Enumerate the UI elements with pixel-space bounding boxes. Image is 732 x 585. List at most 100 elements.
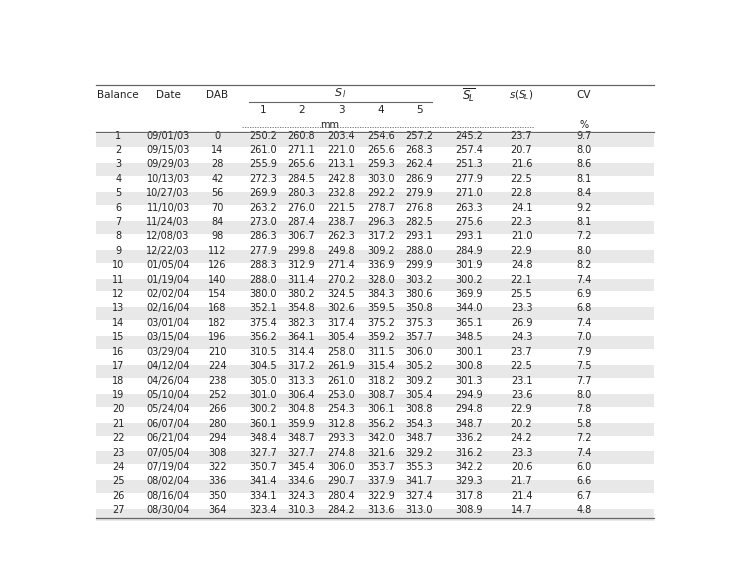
Text: 196: 196 — [208, 332, 227, 342]
Text: 329.2: 329.2 — [406, 448, 433, 457]
Text: 350.8: 350.8 — [406, 304, 433, 314]
Text: 294: 294 — [208, 433, 227, 443]
Text: 329.3: 329.3 — [455, 476, 482, 487]
Text: 07/19/04: 07/19/04 — [146, 462, 190, 472]
Text: 306.1: 306.1 — [367, 404, 395, 414]
Text: 288.0: 288.0 — [406, 246, 433, 256]
Text: 5: 5 — [115, 188, 122, 198]
Text: 9: 9 — [115, 246, 122, 256]
Text: 8.6: 8.6 — [576, 159, 591, 169]
Text: 05/24/04: 05/24/04 — [146, 404, 190, 414]
Text: 271.0: 271.0 — [455, 188, 482, 198]
Text: 258.0: 258.0 — [327, 347, 355, 357]
Text: 17: 17 — [112, 361, 124, 371]
Text: 357.7: 357.7 — [406, 332, 433, 342]
Text: 4: 4 — [115, 174, 122, 184]
Text: 23: 23 — [112, 448, 124, 457]
Text: 42: 42 — [212, 174, 224, 184]
Text: DAB: DAB — [206, 90, 228, 100]
Text: 6.9: 6.9 — [576, 289, 591, 299]
Text: 261.9: 261.9 — [327, 361, 355, 371]
Bar — [96, 250, 654, 263]
Text: 08/02/04: 08/02/04 — [146, 476, 190, 487]
Text: 306.4: 306.4 — [288, 390, 315, 400]
Text: 350.7: 350.7 — [249, 462, 277, 472]
Text: 26.9: 26.9 — [511, 318, 532, 328]
Text: 6.6: 6.6 — [576, 476, 591, 487]
Text: 303.2: 303.2 — [406, 275, 433, 285]
Text: 284.5: 284.5 — [288, 174, 315, 184]
Text: 271.1: 271.1 — [288, 145, 315, 155]
Text: 365.1: 365.1 — [455, 318, 482, 328]
Text: 306.7: 306.7 — [288, 232, 315, 242]
Text: 336.9: 336.9 — [367, 260, 395, 270]
Text: 16: 16 — [112, 347, 124, 357]
Text: 2: 2 — [298, 105, 305, 115]
Text: 353.7: 353.7 — [367, 462, 395, 472]
Text: 317.4: 317.4 — [327, 318, 355, 328]
Text: 309.2: 309.2 — [367, 246, 395, 256]
Text: 270.2: 270.2 — [327, 275, 355, 285]
Text: 317.2: 317.2 — [288, 361, 315, 371]
Text: Date: Date — [156, 90, 181, 100]
Text: 05/10/04: 05/10/04 — [146, 390, 190, 400]
Text: 380.6: 380.6 — [406, 289, 433, 299]
Text: 268.3: 268.3 — [406, 145, 433, 155]
Text: 328.0: 328.0 — [367, 275, 395, 285]
Text: 384.3: 384.3 — [367, 289, 395, 299]
Text: 299.9: 299.9 — [406, 260, 433, 270]
Text: 24.1: 24.1 — [511, 202, 532, 212]
Text: 262.4: 262.4 — [406, 159, 433, 169]
Text: 316.2: 316.2 — [455, 448, 482, 457]
Text: 04/26/04: 04/26/04 — [146, 376, 190, 386]
Text: 255.9: 255.9 — [249, 159, 277, 169]
Text: 4.8: 4.8 — [576, 505, 591, 515]
Text: 274.8: 274.8 — [327, 448, 355, 457]
Text: 23.7: 23.7 — [511, 130, 532, 140]
Text: 296.3: 296.3 — [367, 217, 395, 227]
Text: 375.3: 375.3 — [406, 318, 433, 328]
Text: 8.4: 8.4 — [576, 188, 591, 198]
Bar — [96, 394, 654, 407]
Text: 265.6: 265.6 — [288, 159, 315, 169]
Text: 288.0: 288.0 — [249, 275, 277, 285]
Text: 359.5: 359.5 — [367, 304, 395, 314]
Text: 84: 84 — [212, 217, 223, 227]
Bar — [96, 336, 654, 349]
Text: 375.2: 375.2 — [367, 318, 395, 328]
Text: $s(S_{\!L})$: $s(S_{\!L})$ — [509, 88, 534, 102]
Text: 305.4: 305.4 — [406, 390, 433, 400]
Text: 210: 210 — [208, 347, 227, 357]
Text: 7.4: 7.4 — [576, 318, 591, 328]
Text: 352.1: 352.1 — [249, 304, 277, 314]
Text: 294.9: 294.9 — [455, 390, 482, 400]
Text: 20: 20 — [112, 404, 124, 414]
Text: 348.5: 348.5 — [455, 332, 482, 342]
Text: 10/27/03: 10/27/03 — [146, 188, 190, 198]
Text: 359.9: 359.9 — [288, 419, 315, 429]
Bar — [96, 480, 654, 493]
Text: 345.4: 345.4 — [288, 462, 315, 472]
Text: 112: 112 — [208, 246, 227, 256]
Text: 22.8: 22.8 — [511, 188, 532, 198]
Text: 276.0: 276.0 — [288, 202, 315, 212]
Text: 98: 98 — [212, 232, 223, 242]
Text: 8.1: 8.1 — [576, 174, 591, 184]
Text: 304.8: 304.8 — [288, 404, 315, 414]
Text: 334.6: 334.6 — [288, 476, 315, 487]
Bar — [96, 135, 654, 147]
Text: 7: 7 — [115, 217, 122, 227]
Text: 288.3: 288.3 — [249, 260, 277, 270]
Text: 337.9: 337.9 — [367, 476, 395, 487]
Text: 261.0: 261.0 — [327, 376, 355, 386]
Text: 249.8: 249.8 — [327, 246, 355, 256]
Text: 4: 4 — [378, 105, 384, 115]
Text: $S_{\,l}$: $S_{\,l}$ — [335, 86, 347, 99]
Text: 15: 15 — [112, 332, 124, 342]
Text: 7.2: 7.2 — [576, 433, 591, 443]
Text: 306.0: 306.0 — [327, 462, 355, 472]
Text: %: % — [579, 120, 589, 130]
Text: 273.0: 273.0 — [249, 217, 277, 227]
Bar — [96, 365, 654, 378]
Text: 277.9: 277.9 — [455, 174, 482, 184]
